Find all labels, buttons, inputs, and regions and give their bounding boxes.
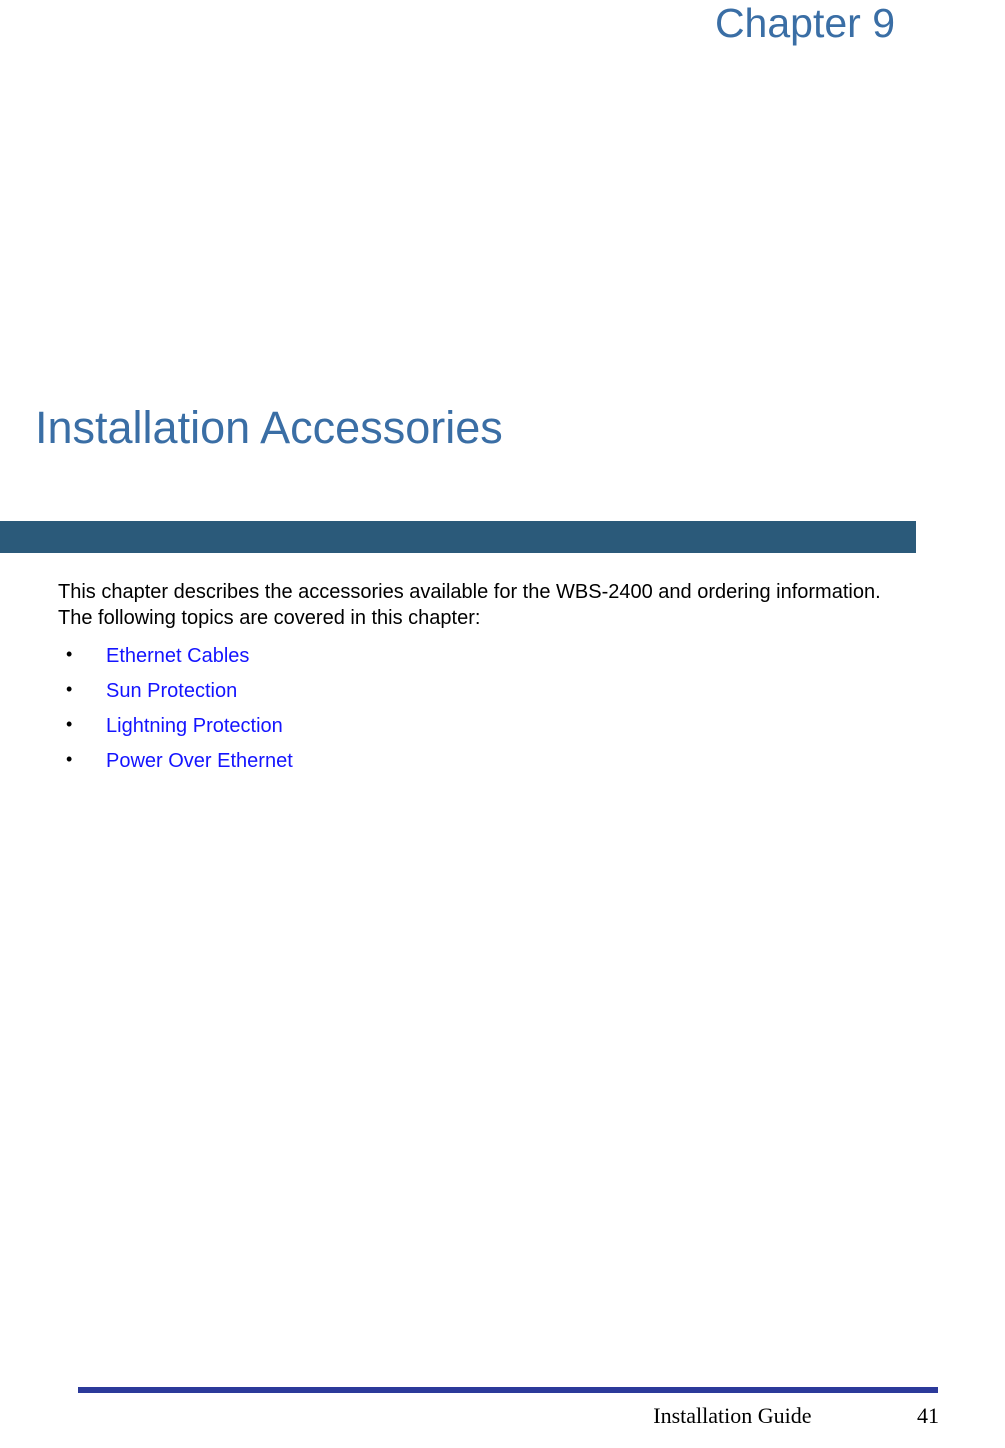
document-page: Chapter 9 Installation Accessories This … [0,0,1005,1448]
list-item: Sun Protection [58,675,888,707]
topic-list: Ethernet Cables Sun Protection Lightning… [58,640,888,780]
footer-divider [78,1387,938,1393]
footer-text: Installation Guide 41 [653,1403,939,1429]
topic-link-lightning-protection[interactable]: Lightning Protection [106,715,283,737]
list-item: Power Over Ethernet [58,745,888,777]
page-title: Installation Accessories [35,402,503,454]
list-item: Lightning Protection [58,710,888,742]
footer-page-number: 41 [917,1403,939,1428]
section-divider [0,521,916,553]
topic-link-sun-protection[interactable]: Sun Protection [106,680,237,702]
chapter-label: Chapter 9 [715,0,895,47]
intro-paragraph: This chapter describes the accessories a… [58,580,888,631]
topic-link-ethernet-cables[interactable]: Ethernet Cables [106,645,249,667]
topic-link-power-over-ethernet[interactable]: Power Over Ethernet [106,750,293,772]
footer-guide-name: Installation Guide [653,1403,811,1428]
list-item: Ethernet Cables [58,640,888,672]
